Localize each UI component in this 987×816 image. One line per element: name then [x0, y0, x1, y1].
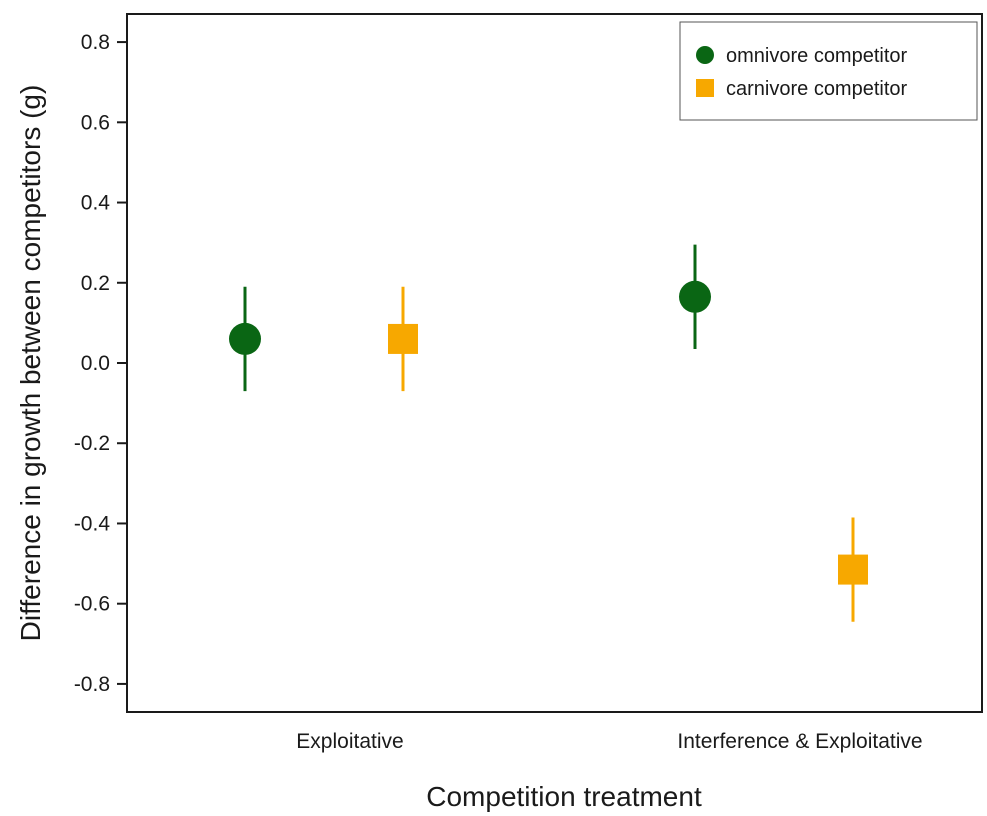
y-tick-label: -0.6 — [74, 593, 110, 616]
y-tick-label: 0.6 — [81, 111, 110, 134]
y-tick-label: -0.4 — [74, 512, 111, 535]
y-tick-label: 0.2 — [81, 272, 110, 295]
data-point — [229, 322, 261, 355]
legend-box — [679, 21, 978, 121]
y-tick-label: -0.8 — [74, 673, 110, 696]
legend-label: omnivore competitor — [726, 45, 908, 67]
x-axis: Exploitative Interference & Exploitative — [296, 730, 922, 753]
y-tick-label: 0.0 — [81, 352, 110, 375]
y-axis-title: Difference in growth between competitors… — [15, 85, 46, 642]
data-point — [388, 323, 418, 354]
data-point — [838, 554, 868, 585]
y-tick-label: -0.2 — [74, 432, 110, 455]
data-point — [679, 280, 711, 313]
series-layer — [229, 244, 868, 622]
y-tick-label: 0.4 — [81, 192, 111, 215]
y-axis: -0.8 -0.6 -0.4 -0.2 0.0 0.2 0.4 0.6 0.8 — [74, 31, 127, 696]
y-tick-label: 0.8 — [81, 31, 110, 54]
legend-items: omnivore competitor carnivore competitor — [696, 45, 908, 100]
x-axis-title: Competition treatment — [426, 781, 702, 812]
legend-marker — [696, 46, 714, 64]
legend: omnivore competitor carnivore competitor — [679, 21, 978, 121]
x-tick-label: Interference & Exploitative — [677, 730, 922, 753]
x-tick-label: Exploitative — [296, 730, 403, 753]
legend-label: carnivore competitor — [726, 78, 908, 100]
legend-marker — [696, 79, 714, 97]
